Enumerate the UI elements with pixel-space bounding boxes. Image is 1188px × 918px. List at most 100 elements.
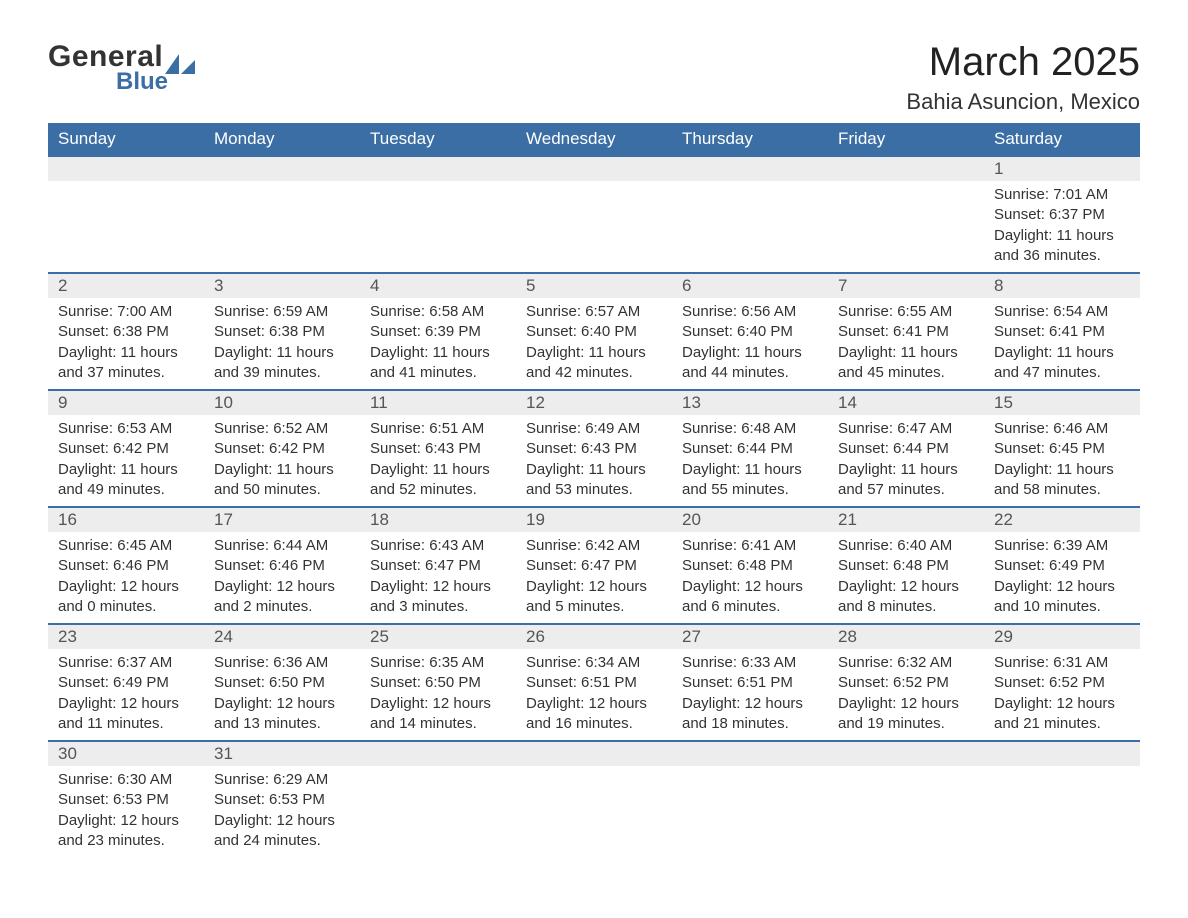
day-content-row: Sunrise: 7:01 AMSunset: 6:37 PMDaylight:…: [48, 181, 1140, 273]
day-number-cell: [360, 741, 516, 766]
day-number-cell: 13: [672, 390, 828, 415]
day-content-cell: Sunrise: 7:01 AMSunset: 6:37 PMDaylight:…: [984, 181, 1140, 273]
day-content-cell: [828, 766, 984, 857]
day-number-cell: [360, 156, 516, 181]
day-number-cell: 12: [516, 390, 672, 415]
day-number-cell: 5: [516, 273, 672, 298]
day-number-cell: 4: [360, 273, 516, 298]
day-number-cell: 31: [204, 741, 360, 766]
day-content-cell: [828, 181, 984, 273]
day-content-cell: Sunrise: 6:46 AMSunset: 6:45 PMDaylight:…: [984, 415, 1140, 507]
day-number-cell: [672, 156, 828, 181]
day-content-cell: Sunrise: 6:56 AMSunset: 6:40 PMDaylight:…: [672, 298, 828, 390]
day-number-cell: 3: [204, 273, 360, 298]
day-content-cell: [204, 181, 360, 273]
day-content-row: Sunrise: 6:53 AMSunset: 6:42 PMDaylight:…: [48, 415, 1140, 507]
calendar-body: 1Sunrise: 7:01 AMSunset: 6:37 PMDaylight…: [48, 156, 1140, 857]
day-number-cell: 26: [516, 624, 672, 649]
day-number-cell: 7: [828, 273, 984, 298]
day-content-row: Sunrise: 6:45 AMSunset: 6:46 PMDaylight:…: [48, 532, 1140, 624]
day-content-row: Sunrise: 7:00 AMSunset: 6:38 PMDaylight:…: [48, 298, 1140, 390]
day-number-cell: [516, 156, 672, 181]
day-content-cell: Sunrise: 6:31 AMSunset: 6:52 PMDaylight:…: [984, 649, 1140, 741]
day-number-cell: 8: [984, 273, 1140, 298]
day-content-cell: Sunrise: 6:54 AMSunset: 6:41 PMDaylight:…: [984, 298, 1140, 390]
day-number-cell: 22: [984, 507, 1140, 532]
day-content-cell: Sunrise: 6:45 AMSunset: 6:46 PMDaylight:…: [48, 532, 204, 624]
day-number-cell: 15: [984, 390, 1140, 415]
day-content-cell: Sunrise: 6:40 AMSunset: 6:48 PMDaylight:…: [828, 532, 984, 624]
day-number-cell: 9: [48, 390, 204, 415]
day-content-cell: [672, 766, 828, 857]
logo: General Blue: [48, 40, 195, 96]
day-content-cell: [672, 181, 828, 273]
day-content-cell: Sunrise: 6:48 AMSunset: 6:44 PMDaylight:…: [672, 415, 828, 507]
weekday-header: Saturday: [984, 123, 1140, 156]
day-number-row: 1: [48, 156, 1140, 181]
day-content-cell: Sunrise: 6:57 AMSunset: 6:40 PMDaylight:…: [516, 298, 672, 390]
day-content-cell: Sunrise: 6:43 AMSunset: 6:47 PMDaylight:…: [360, 532, 516, 624]
day-content-cell: [360, 766, 516, 857]
day-number-cell: 27: [672, 624, 828, 649]
day-content-cell: Sunrise: 6:36 AMSunset: 6:50 PMDaylight:…: [204, 649, 360, 741]
day-number-cell: 29: [984, 624, 1140, 649]
day-content-cell: Sunrise: 6:42 AMSunset: 6:47 PMDaylight:…: [516, 532, 672, 624]
day-number-cell: 20: [672, 507, 828, 532]
day-content-cell: Sunrise: 6:33 AMSunset: 6:51 PMDaylight:…: [672, 649, 828, 741]
day-content-cell: [516, 181, 672, 273]
day-content-cell: Sunrise: 7:00 AMSunset: 6:38 PMDaylight:…: [48, 298, 204, 390]
day-number-row: 16171819202122: [48, 507, 1140, 532]
day-number-row: 23242526272829: [48, 624, 1140, 649]
day-number-cell: 23: [48, 624, 204, 649]
day-number-cell: 30: [48, 741, 204, 766]
day-number-cell: 21: [828, 507, 984, 532]
day-number-cell: 17: [204, 507, 360, 532]
day-number-cell: 6: [672, 273, 828, 298]
day-number-cell: [516, 741, 672, 766]
location-subtitle: Bahia Asuncion, Mexico: [906, 89, 1140, 115]
day-number-cell: 25: [360, 624, 516, 649]
day-number-cell: 24: [204, 624, 360, 649]
day-number-cell: 16: [48, 507, 204, 532]
logo-text-blue: Blue: [116, 68, 195, 96]
day-content-cell: Sunrise: 6:58 AMSunset: 6:39 PMDaylight:…: [360, 298, 516, 390]
day-number-cell: [48, 156, 204, 181]
day-content-cell: [48, 181, 204, 273]
day-content-cell: Sunrise: 6:37 AMSunset: 6:49 PMDaylight:…: [48, 649, 204, 741]
day-content-cell: Sunrise: 6:34 AMSunset: 6:51 PMDaylight:…: [516, 649, 672, 741]
day-number-row: 2345678: [48, 273, 1140, 298]
calendar-table: Sunday Monday Tuesday Wednesday Thursday…: [48, 123, 1140, 857]
day-content-row: Sunrise: 6:30 AMSunset: 6:53 PMDaylight:…: [48, 766, 1140, 857]
day-content-row: Sunrise: 6:37 AMSunset: 6:49 PMDaylight:…: [48, 649, 1140, 741]
day-content-cell: Sunrise: 6:52 AMSunset: 6:42 PMDaylight:…: [204, 415, 360, 507]
day-content-cell: Sunrise: 6:32 AMSunset: 6:52 PMDaylight:…: [828, 649, 984, 741]
day-content-cell: Sunrise: 6:41 AMSunset: 6:48 PMDaylight:…: [672, 532, 828, 624]
day-number-cell: 18: [360, 507, 516, 532]
weekday-header: Monday: [204, 123, 360, 156]
day-number-cell: [204, 156, 360, 181]
weekday-header: Friday: [828, 123, 984, 156]
day-number-cell: 1: [984, 156, 1140, 181]
day-content-cell: Sunrise: 6:59 AMSunset: 6:38 PMDaylight:…: [204, 298, 360, 390]
day-number-cell: 14: [828, 390, 984, 415]
day-content-cell: Sunrise: 6:53 AMSunset: 6:42 PMDaylight:…: [48, 415, 204, 507]
weekday-header-row: Sunday Monday Tuesday Wednesday Thursday…: [48, 123, 1140, 156]
day-number-cell: [828, 156, 984, 181]
month-title: March 2025: [906, 40, 1140, 85]
weekday-header: Tuesday: [360, 123, 516, 156]
day-content-cell: Sunrise: 6:49 AMSunset: 6:43 PMDaylight:…: [516, 415, 672, 507]
day-content-cell: Sunrise: 6:39 AMSunset: 6:49 PMDaylight:…: [984, 532, 1140, 624]
day-number-cell: 19: [516, 507, 672, 532]
header: General Blue March 2025 Bahia Asuncion, …: [48, 40, 1140, 115]
day-number-row: 9101112131415: [48, 390, 1140, 415]
day-content-cell: Sunrise: 6:29 AMSunset: 6:53 PMDaylight:…: [204, 766, 360, 857]
day-number-cell: 11: [360, 390, 516, 415]
day-content-cell: Sunrise: 6:47 AMSunset: 6:44 PMDaylight:…: [828, 415, 984, 507]
day-number-cell: 28: [828, 624, 984, 649]
day-number-cell: [672, 741, 828, 766]
day-content-cell: [360, 181, 516, 273]
day-content-cell: Sunrise: 6:55 AMSunset: 6:41 PMDaylight:…: [828, 298, 984, 390]
day-content-cell: Sunrise: 6:30 AMSunset: 6:53 PMDaylight:…: [48, 766, 204, 857]
day-number-cell: 2: [48, 273, 204, 298]
weekday-header: Wednesday: [516, 123, 672, 156]
